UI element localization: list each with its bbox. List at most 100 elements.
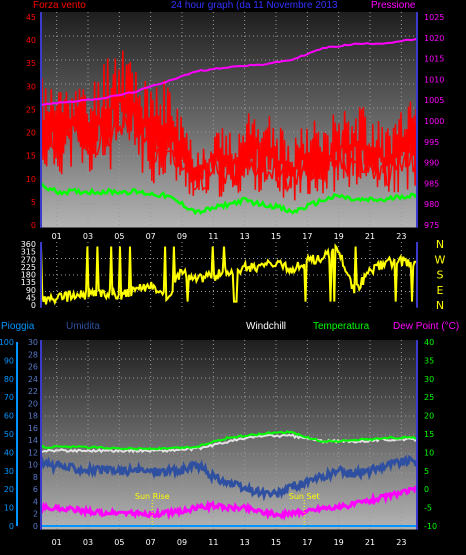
label-rain: Pioggia	[1, 321, 35, 332]
pressure-tick-label: 975	[424, 221, 439, 230]
pressure-tick-label: 990	[424, 159, 439, 168]
series-dew-point	[39, 485, 418, 521]
x-axis-hours-top: 01 03 05 07 09 11 13 15 17 19 21 23	[52, 232, 407, 241]
rain-tick-label: 60	[4, 412, 14, 421]
x-tick-label: 07	[146, 538, 156, 547]
humidity-tick-label: 0	[33, 522, 38, 531]
humidity-tick-label: 30	[28, 338, 38, 347]
direction-tick-label: 270	[21, 255, 36, 264]
pressure-tick-label: 1015	[424, 55, 444, 64]
x-tick-label: 05	[114, 232, 124, 241]
rain-tick-label: 40	[4, 448, 14, 457]
label-humidity: Umidita	[66, 321, 100, 332]
humidity-tick-label: 24	[28, 375, 38, 384]
temperature-tick-label: 40	[424, 338, 434, 347]
sun-marker-label: Sun Rise	[135, 492, 170, 501]
axis-wind-ticks: 0 5 10 15 20 25 30 35 40 45	[26, 13, 36, 230]
humidity-tick-label: 6	[33, 485, 38, 494]
temperature-tick-label: 0	[424, 485, 429, 494]
wind-tick-label: 0	[31, 221, 36, 230]
x-tick-label: 21	[365, 232, 375, 241]
wind-tick-label: 10	[26, 175, 36, 184]
humidity-tick-label: 14	[28, 436, 38, 445]
humidity-tick-label: 2	[33, 510, 38, 519]
compass-label: W	[435, 253, 446, 266]
temperature-tick-label: -5	[424, 504, 432, 513]
x-tick-label: 05	[114, 538, 124, 547]
humidity-tick-label: 20	[28, 399, 38, 408]
x-tick-label: 07	[146, 232, 156, 241]
frame-wind-pressure	[40, 12, 418, 229]
series-humidity	[39, 454, 418, 502]
series-wind	[40, 108, 418, 193]
temperature-tick-label: 30	[424, 375, 434, 384]
grid-temperature	[41, 340, 417, 530]
x-tick-label: 17	[302, 538, 312, 547]
direction-tick-label: 135	[21, 278, 36, 287]
rain-tick-label: 90	[4, 356, 14, 365]
wind-tick-label: 35	[26, 59, 36, 68]
pressure-tick-label: 985	[424, 179, 439, 188]
frame-direction	[40, 242, 418, 309]
x-tick-label: 13	[240, 538, 250, 547]
temperature-tick-label: 5	[424, 467, 429, 476]
x-tick-label: 15	[271, 538, 281, 547]
temperature-tick-label: 25	[424, 393, 434, 402]
label-graph-title: 24 hour graph (da 11 Novembre 2013	[171, 0, 338, 11]
temperature-tick-label: 20	[424, 412, 434, 421]
x-tick-label: 11	[208, 232, 218, 241]
series-direction	[40, 243, 418, 306]
direction-tick-label: 0	[31, 301, 36, 310]
compass-label: N	[436, 238, 444, 251]
direction-tick-label: 90	[26, 286, 36, 295]
rain-tick-label: 70	[4, 393, 14, 402]
wind-tick-label: 15	[26, 152, 36, 161]
humidity-tick-label: 22	[28, 387, 38, 396]
x-tick-label: 21	[365, 538, 375, 547]
compass-label: E	[437, 284, 444, 297]
humidity-tick-label: 8	[33, 473, 38, 482]
pressure-tick-label: 995	[424, 138, 439, 147]
rain-tick-label: 100	[0, 338, 14, 347]
rain-tick-label: 10	[4, 504, 14, 513]
humidity-tick-label: 4	[33, 497, 38, 506]
x-tick-label: 01	[52, 538, 62, 547]
wind-tick-label: 5	[31, 198, 36, 207]
rain-tick-label: 0	[9, 522, 14, 531]
direction-tick-label: 360	[21, 240, 36, 249]
humidity-tick-label: 18	[28, 412, 38, 421]
wind-tick-label: 40	[26, 36, 36, 45]
x-tick-label: 03	[83, 538, 93, 547]
humidity-tick-label: 16	[28, 424, 38, 433]
rain-tick-label: 20	[4, 485, 14, 494]
series-wind-peak	[40, 50, 418, 201]
x-tick-label: 13	[240, 232, 250, 241]
label-pressure: Pressione	[371, 0, 416, 11]
direction-tick-label: 45	[26, 293, 36, 302]
rain-tick-label: 30	[4, 467, 14, 476]
humidity-tick-label: 28	[28, 350, 38, 359]
pressure-tick-label: 980	[424, 200, 439, 209]
x-tick-label: 03	[83, 232, 93, 241]
x-tick-label: 23	[396, 232, 406, 241]
label-windchill: Windchill	[246, 321, 287, 332]
rain-tick-label: 80	[4, 375, 14, 384]
temperature-tick-label: 15	[424, 430, 434, 439]
x-tick-label: 11	[208, 538, 218, 547]
temperature-tick-label: -10	[424, 522, 437, 531]
pressure-tick-label: 1010	[424, 75, 444, 84]
label-temperature: Temperatura	[313, 321, 370, 332]
x-tick-label: 01	[52, 232, 62, 241]
frame-temperature	[40, 340, 418, 531]
x-tick-label: 15	[271, 232, 281, 241]
pressure-tick-label: 1020	[424, 34, 444, 43]
direction-tick-label: 225	[21, 263, 36, 272]
x-tick-label: 09	[177, 232, 187, 241]
series-pressure	[40, 37, 418, 106]
temperature-tick-label: 10	[424, 448, 434, 457]
x-tick-label: 17	[302, 232, 312, 241]
label-dew-point: Dew Point (°C)	[393, 321, 460, 332]
pressure-tick-label: 1005	[424, 96, 444, 105]
